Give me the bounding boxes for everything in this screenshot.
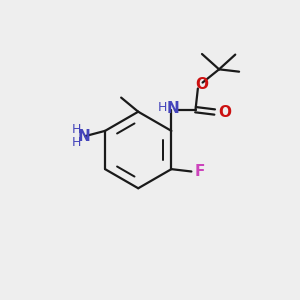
Text: N: N — [77, 129, 90, 144]
Text: O: O — [218, 104, 231, 119]
Text: H: H — [71, 123, 81, 136]
Text: F: F — [195, 164, 205, 179]
Text: N: N — [167, 101, 179, 116]
Text: H: H — [71, 136, 81, 149]
Text: H: H — [157, 101, 167, 114]
Text: O: O — [195, 77, 208, 92]
